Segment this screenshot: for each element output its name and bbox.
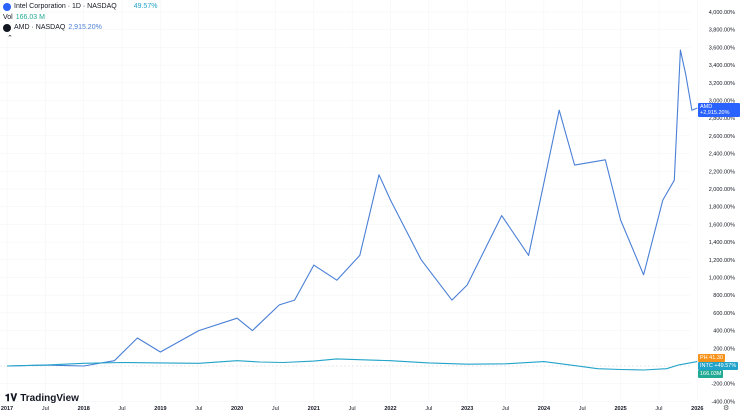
y-tick-label: 2,600.00% bbox=[709, 134, 735, 140]
x-tick-label: 2017 bbox=[1, 406, 13, 412]
compare-title[interactable]: AMD · NASDAQ bbox=[14, 24, 66, 31]
compare-change: 2,915.20% bbox=[68, 24, 102, 31]
y-tick-label: 1,400.00% bbox=[709, 240, 735, 246]
tradingview-icon: 𝟏𝐕 bbox=[5, 393, 18, 404]
y-tick-label: 4,000.00% bbox=[709, 10, 735, 16]
x-tick-label: Jul bbox=[579, 406, 586, 412]
main-change: 49.57% bbox=[133, 3, 158, 10]
amd-price-label: AMD +2,915.20% bbox=[698, 103, 740, 117]
intel-logo-icon bbox=[3, 3, 11, 12]
settings-gear-icon[interactable]: ⚙ bbox=[723, 405, 730, 412]
y-tick-label: 1,200.00% bbox=[709, 258, 735, 264]
series-line-intc bbox=[6, 358, 698, 371]
x-tick-label: Jul bbox=[42, 406, 49, 412]
x-tick-label: Jul bbox=[195, 406, 202, 412]
x-tick-label: Jul bbox=[502, 406, 509, 412]
x-tick-label: Jul bbox=[655, 406, 662, 412]
y-tick-label: 1,000.00% bbox=[709, 276, 735, 282]
symbol-title[interactable]: Intel Corporation · 1D · NASDAQ bbox=[14, 3, 117, 10]
y-tick-label: 2,400.00% bbox=[709, 152, 735, 158]
y-tick-label: 1,800.00% bbox=[709, 205, 735, 211]
x-tick-label: Jul bbox=[349, 406, 356, 412]
x-tick-label: 2024 bbox=[538, 406, 551, 412]
collapse-chevron-icon[interactable]: ⌃ bbox=[7, 34, 13, 42]
y-tick-label: 2,800.00% bbox=[709, 116, 735, 122]
x-tick-label: 2025 bbox=[614, 406, 626, 412]
x-tick-label: Jul bbox=[119, 406, 126, 412]
tradingview-logo[interactable]: 𝟏𝐕 TradingView bbox=[5, 393, 79, 404]
x-tick-label: 2018 bbox=[78, 406, 90, 412]
y-tick-label: 3,200.00% bbox=[709, 81, 735, 87]
x-tick-label: Jul bbox=[272, 406, 279, 412]
y-tick-label: 800.00% bbox=[713, 293, 735, 299]
x-tick-label: 2019 bbox=[154, 406, 166, 412]
y-tick-label: 600.00% bbox=[713, 311, 735, 317]
y-tick-label: 3,400.00% bbox=[709, 63, 735, 69]
y-tick-label: 200.00% bbox=[713, 346, 735, 352]
y-tick-label: -400.00% bbox=[711, 399, 735, 405]
x-tick-label: 2023 bbox=[461, 406, 473, 412]
vol-label: Vol bbox=[3, 13, 13, 21]
x-tick-label: 2020 bbox=[231, 406, 243, 412]
y-tick-label: 400.00% bbox=[713, 329, 735, 335]
y-tick-label: -200.00% bbox=[711, 382, 735, 388]
y-tick-label: 2,200.00% bbox=[709, 169, 735, 175]
legend: Intel Corporation · 1D · NASDAQ 49.57% Vo… bbox=[3, 2, 157, 44]
volume-price-label: 166.03M bbox=[698, 370, 724, 378]
y-tick-label: 3,000.00% bbox=[709, 99, 735, 105]
intc-price-label: INTC +49.57% bbox=[698, 362, 739, 370]
y-tick-label: 3,600.00% bbox=[709, 45, 735, 51]
vol-value: 166.03 M bbox=[15, 13, 45, 21]
series-line-amd bbox=[6, 49, 698, 367]
y-tick-label: 1,600.00% bbox=[709, 222, 735, 228]
ph-price-label: PH 41.30 bbox=[698, 354, 725, 362]
y-tick-label: 2,000.00% bbox=[709, 187, 735, 193]
x-tick-label: 2021 bbox=[308, 406, 320, 412]
x-tick-label: Jul bbox=[425, 406, 432, 412]
x-tick-label: 2022 bbox=[384, 406, 396, 412]
x-tick-label: 2026 bbox=[691, 406, 703, 412]
amd-logo-icon bbox=[3, 24, 11, 33]
y-tick-label: 3,800.00% bbox=[709, 28, 735, 34]
